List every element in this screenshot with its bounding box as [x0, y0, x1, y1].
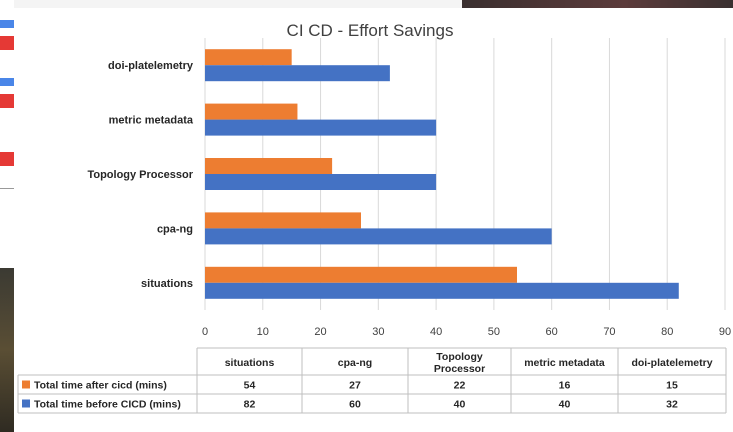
x-tick-label: 70: [603, 326, 615, 338]
bar-after: [205, 49, 292, 66]
category-label: Topology Processor: [87, 169, 193, 181]
x-tick-labels: 0 10 20 30 40 50 60 70 80 90: [202, 326, 731, 338]
series-name: Total time before CICD (mins): [34, 399, 181, 411]
table-value: 40: [454, 399, 466, 411]
x-tick-label: 40: [430, 326, 442, 338]
bar-after: [205, 103, 298, 120]
table-value: 32: [666, 399, 678, 411]
x-tick-label: 30: [372, 326, 384, 338]
table-value: 82: [244, 399, 256, 411]
bar-before: [205, 228, 552, 245]
category-label: situations: [141, 278, 193, 290]
bar-after: [205, 212, 361, 229]
background-red-strip: [0, 36, 14, 50]
table-value: 54: [244, 380, 256, 392]
x-tick-label: 10: [257, 326, 269, 338]
category-label: doi-platelemetry: [108, 60, 194, 72]
table-header: situations: [225, 357, 275, 369]
category-label: metric metadata: [109, 115, 194, 127]
table-header: doi-platelemetry: [631, 357, 712, 369]
table-header: metric metadata: [524, 357, 605, 369]
table-value: 60: [349, 399, 361, 411]
chart-title: CI CD - Effort Savings: [287, 21, 454, 40]
gridlines: [204, 38, 726, 310]
bar-before: [205, 65, 390, 82]
chart-panel: CI CD - Effort Savings situations cpa-ng T…: [14, 8, 733, 432]
x-tick-label: 60: [546, 326, 558, 338]
table-value: 27: [349, 380, 361, 392]
table-header: Processor: [434, 363, 485, 375]
background-blue-strip: [0, 20, 14, 28]
series-name: Total time after cicd (mins): [34, 380, 167, 392]
bar-chart: CI CD - Effort Savings situations cpa-ng T…: [17, 21, 731, 414]
bars: [205, 49, 679, 299]
category-labels: situations cpa-ng Topology Processor metric…: [87, 60, 193, 290]
background-red-strip: [0, 152, 14, 166]
x-tick-label: 20: [314, 326, 326, 338]
background-red-strip: [0, 94, 14, 108]
x-tick-label: 0: [202, 326, 208, 338]
table-value: 15: [666, 380, 678, 392]
bar-before: [205, 119, 437, 136]
legend-key: [22, 399, 30, 408]
background-dark-image: [0, 268, 14, 432]
x-tick-label: 80: [661, 326, 673, 338]
bar-after: [205, 266, 517, 283]
table-value: 22: [454, 380, 466, 392]
legend-key: [22, 380, 30, 389]
table-header: cpa-ng: [338, 357, 372, 369]
bar-after: [205, 158, 333, 174]
table-value: 40: [559, 399, 571, 411]
table-value: 16: [559, 380, 571, 392]
table-header: Topology: [436, 351, 483, 363]
background-blue-strip: [0, 78, 14, 86]
bar-before: [205, 282, 679, 299]
category-label: cpa-ng: [157, 223, 193, 235]
background-window-left: [0, 0, 14, 432]
x-tick-label: 90: [719, 326, 731, 338]
background-divider: [0, 188, 14, 189]
x-tick-label: 50: [488, 326, 500, 338]
bar-before: [205, 174, 437, 190]
